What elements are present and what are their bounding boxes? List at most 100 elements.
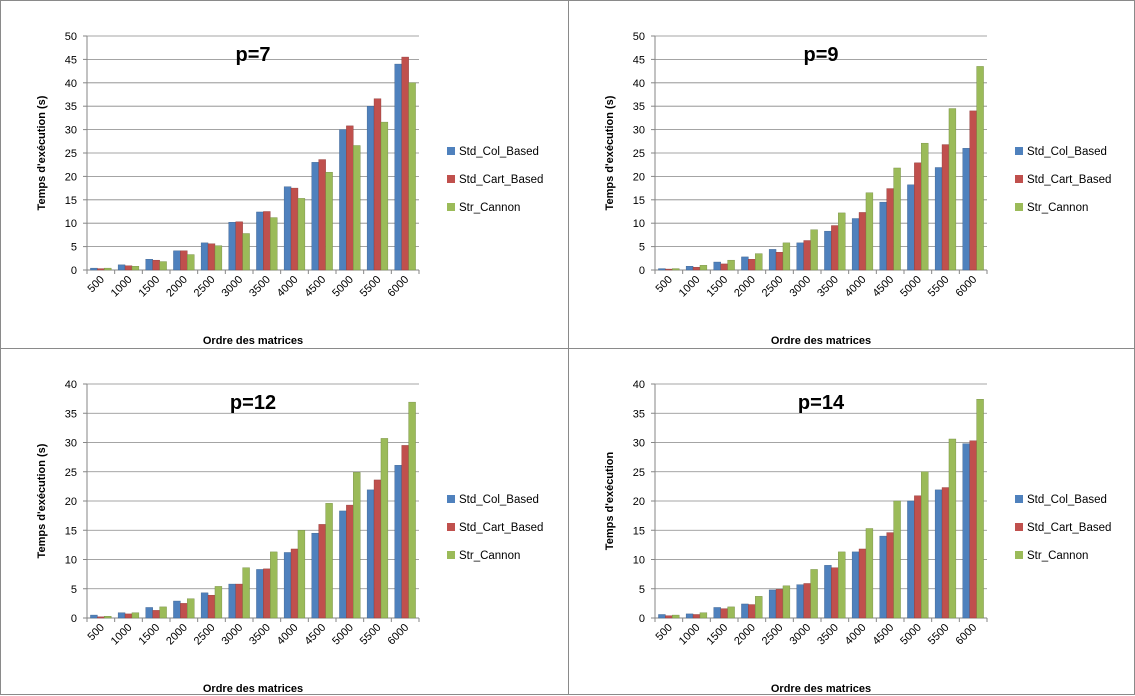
bar-std-cart-based-3500 — [263, 211, 271, 271]
y-tick-label: 10 — [633, 218, 645, 230]
bar-std-cart-based-2000 — [748, 259, 756, 271]
bar-std-cart-based-3000 — [803, 240, 811, 271]
bar-std-cart-based-5500 — [373, 98, 382, 271]
bar-str-cannon-1500 — [727, 259, 735, 271]
bar-std-col-based-4000 — [851, 551, 860, 619]
bar-std-cart-based-4000 — [290, 187, 299, 271]
legend-swatch-std-cart-based — [447, 175, 455, 183]
x-tick-label: 1000 — [109, 622, 135, 648]
bar-str-cannon-5500 — [948, 108, 957, 271]
bar-std-col-based-4500 — [879, 535, 887, 619]
y-tick-label: 15 — [65, 195, 77, 207]
y-tick-label: 5 — [639, 242, 645, 254]
bar-std-col-based-5500 — [934, 489, 943, 619]
bar-std-cart-based-4000 — [290, 548, 299, 619]
x-axis-label: Ordre des matrices — [203, 335, 303, 347]
bar-std-col-based-2000 — [173, 250, 181, 271]
x-tick-label: 4500 — [870, 274, 896, 300]
x-tick-label: 4000 — [275, 274, 301, 300]
bar-str-cannon-1000 — [699, 612, 708, 619]
bar-str-cannon-3500 — [838, 212, 846, 271]
chart-panel-p12: 0 5 10 15 20 25 30 35 40 500 1000 1500 2000 2500 3000 3… — [0, 348, 569, 695]
bar-std-cart-based-4500 — [886, 188, 894, 271]
bar-str-cannon-4500 — [893, 167, 901, 271]
legend-swatch-std-col-based — [447, 495, 455, 503]
bar-str-cannon-2000 — [755, 596, 763, 619]
x-axis-label: Ordre des matrices — [771, 683, 871, 695]
bar-std-col-based-6000 — [962, 148, 970, 271]
bar-std-col-based-5000 — [907, 184, 915, 271]
y-tick-label: 5 — [639, 584, 645, 596]
x-tick-label: 2000 — [164, 622, 190, 648]
bar-std-cart-based-5000 — [914, 162, 922, 271]
x-tick-label: 5000 — [330, 622, 356, 648]
x-tick-label: 1000 — [677, 274, 703, 300]
legend-swatch-std-cart-based — [447, 523, 455, 531]
bar-std-cart-based-2500 — [775, 589, 784, 619]
bar-str-cannon-2000 — [187, 598, 195, 619]
bar-std-col-based-1000 — [117, 612, 126, 619]
x-tick-label: 3000 — [219, 622, 245, 648]
bar-std-col-based-500 — [90, 267, 98, 271]
bar-str-cannon-4500 — [893, 500, 901, 619]
bar-std-col-based-1000 — [685, 613, 694, 619]
bar-std-cart-based-5500 — [941, 487, 950, 619]
bar-str-cannon-3500 — [270, 217, 278, 271]
y-tick-label: 50 — [65, 31, 77, 43]
chart-panel-p9: 0 5 10 15 20 25 30 35 40 45 50 500 1000 1500 2000 2500 3… — [568, 0, 1135, 349]
bar-std-cart-based-6000 — [969, 110, 977, 271]
bar-str-cannon-6000 — [976, 399, 984, 619]
bar-std-col-based-5500 — [934, 167, 943, 271]
y-tick-label: 30 — [633, 125, 645, 137]
bar-std-col-based-500 — [90, 614, 98, 619]
bar-std-col-based-3500 — [256, 569, 264, 619]
bar-str-cannon-1000 — [131, 266, 140, 271]
bar-std-cart-based-1000 — [124, 265, 133, 271]
legend-swatch-str-cannon — [447, 551, 455, 559]
legend-label-std-cart-based: Std_Cart_Based — [459, 174, 543, 186]
bar-std-col-based-3000 — [796, 584, 804, 619]
bar-std-col-based-3500 — [256, 211, 264, 271]
legend-swatch-std-cart-based — [1015, 175, 1023, 183]
y-tick-label: 35 — [633, 101, 645, 113]
bar-str-cannon-1500 — [159, 261, 167, 271]
bar-std-col-based-5500 — [366, 489, 375, 619]
bar-str-cannon-5000 — [353, 145, 361, 271]
bar-std-col-based-6000 — [394, 63, 402, 271]
bar-std-col-based-2000 — [173, 600, 181, 619]
legend-label-str-cannon: Str_Cannon — [459, 202, 520, 214]
bar-std-col-based-6000 — [394, 465, 402, 619]
x-tick-label: 1500 — [136, 274, 162, 300]
bar-str-cannon-4500 — [325, 503, 333, 619]
bar-str-cannon-5000 — [921, 471, 929, 619]
bar-str-cannon-6000 — [408, 401, 416, 619]
bar-std-cart-based-3000 — [235, 583, 243, 619]
bar-std-cart-based-2000 — [748, 604, 756, 619]
bar-std-col-based-3000 — [796, 242, 804, 271]
bar-std-col-based-3500 — [824, 230, 832, 271]
bar-std-col-based-2500 — [200, 592, 209, 619]
bar-std-cart-based-1000 — [124, 613, 133, 619]
y-tick-label: 0 — [71, 265, 77, 277]
y-tick-label: 25 — [65, 467, 77, 479]
y-tick-label: 15 — [633, 195, 645, 207]
y-tick-label: 35 — [65, 408, 77, 420]
bar-str-cannon-3500 — [270, 551, 278, 619]
bar-std-cart-based-1500 — [152, 259, 160, 271]
x-tick-label: 3500 — [247, 622, 273, 648]
bar-std-cart-based-5500 — [941, 144, 950, 271]
bar-std-cart-based-500 — [97, 268, 105, 271]
bar-std-col-based-500 — [658, 268, 666, 271]
bar-std-cart-based-500 — [665, 615, 673, 619]
bar-std-cart-based-500 — [97, 616, 105, 619]
bar-str-cannon-3000 — [242, 233, 250, 271]
bar-str-cannon-5000 — [921, 142, 929, 271]
bar-std-cart-based-4000 — [858, 548, 867, 619]
bar-std-cart-based-3000 — [803, 583, 811, 619]
bar-std-col-based-4500 — [311, 162, 319, 271]
y-tick-label: 45 — [633, 54, 645, 66]
bar-std-cart-based-3500 — [263, 568, 271, 619]
bar-std-cart-based-5000 — [914, 495, 922, 619]
y-tick-label: 5 — [71, 584, 77, 596]
y-tick-label: 40 — [65, 379, 77, 391]
